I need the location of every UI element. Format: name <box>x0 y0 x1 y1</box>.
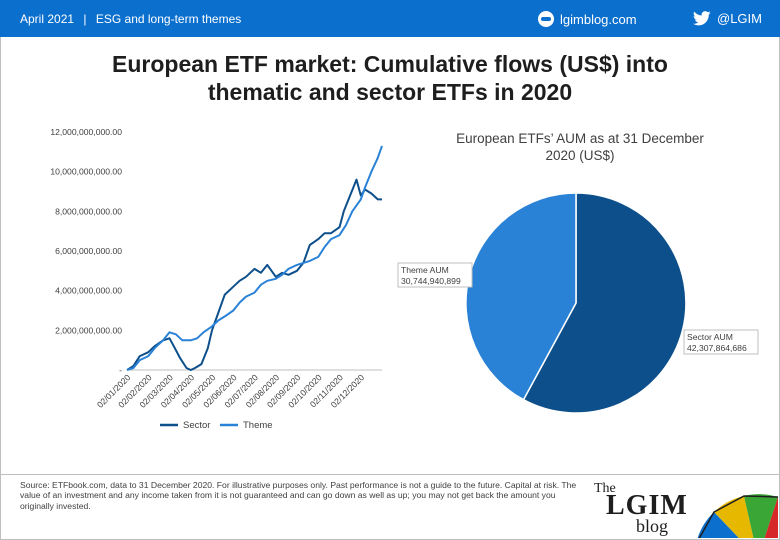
umbrella-icon <box>697 494 778 538</box>
pie-label-name: Theme AUM <box>401 265 449 275</box>
blog-link-label: lgimblog.com <box>560 11 637 27</box>
cumulative-flows-line-chart: - 2,000,000,000.00 4,000,000,000.00 6,000,0… <box>50 127 383 431</box>
twitter-bird-icon <box>693 11 711 26</box>
pie-title-line2: 2020 (US$) <box>545 148 615 163</box>
header-separator: | <box>83 12 87 26</box>
y-tick-label: 2,000,000,000.00 <box>55 325 122 335</box>
twitter-handle: @LGIM <box>717 11 762 26</box>
logo-blog: blog <box>636 516 669 536</box>
pie-label-value: 42,307,864,686 <box>687 343 747 353</box>
legend-label-sector: Sector <box>183 420 210 431</box>
lgim-blog-logo: The LGIM blog <box>588 478 778 538</box>
footer-divider <box>0 474 780 475</box>
twitter-link[interactable]: @LGIM <box>693 11 762 26</box>
y-tick-label: 12,000,000,000.00 <box>50 127 122 137</box>
x-axis-ticks: 02/01/202002/02/202002/03/202002/04/2020… <box>95 372 366 410</box>
footnote: Source: ETFbook.com, data to 31 December… <box>20 480 577 511</box>
header-bar: April 2021 | ESG and long-term themes lg… <box>0 0 780 37</box>
pie-title-line1: European ETFs’ AUM as at 31 December <box>456 131 704 146</box>
page-title-line2: thematic and sector ETFs in 2020 <box>207 79 573 105</box>
y-tick-label: 8,000,000,000.00 <box>55 206 122 216</box>
page-title: European ETF market: Cumulative flows (U… <box>40 50 740 106</box>
y-tick-label: 6,000,000,000.00 <box>55 246 122 256</box>
y-tick-label: 10,000,000,000.00 <box>50 167 122 177</box>
series-line-sector <box>126 178 382 371</box>
series-line-theme <box>126 145 383 371</box>
globe-icon <box>538 11 554 27</box>
pie-label-name: Sector AUM <box>687 332 733 342</box>
y-tick-label: - <box>119 365 122 375</box>
header-date: April 2021 <box>20 12 75 26</box>
header-section: ESG and long-term themes <box>95 12 242 26</box>
line-chart-legend: Sector Theme <box>160 420 273 431</box>
pie-label-box <box>397 262 473 288</box>
y-axis-ticks: - 2,000,000,000.00 4,000,000,000.00 6,000,0… <box>50 127 122 375</box>
logo-lgim: LGIM <box>606 490 688 521</box>
pie-slice-sector <box>522 192 687 414</box>
pie-label-box <box>683 329 759 355</box>
logo-the: The <box>594 481 616 496</box>
page-title-line1: European ETF market: Cumulative flows (U… <box>112 51 668 77</box>
series-lines <box>126 145 383 371</box>
pie-chart-title: European ETFs’ AUM as at 31 December 202… <box>430 130 730 164</box>
blog-link[interactable]: lgimblog.com <box>538 11 637 27</box>
pie-label-value: 30,744,940,899 <box>401 276 461 286</box>
y-tick-label: 4,000,000,000.00 <box>55 286 122 296</box>
legend-label-theme: Theme <box>243 420 273 431</box>
pie-slices <box>465 192 687 414</box>
header-left: April 2021 | ESG and long-term themes <box>20 12 247 26</box>
